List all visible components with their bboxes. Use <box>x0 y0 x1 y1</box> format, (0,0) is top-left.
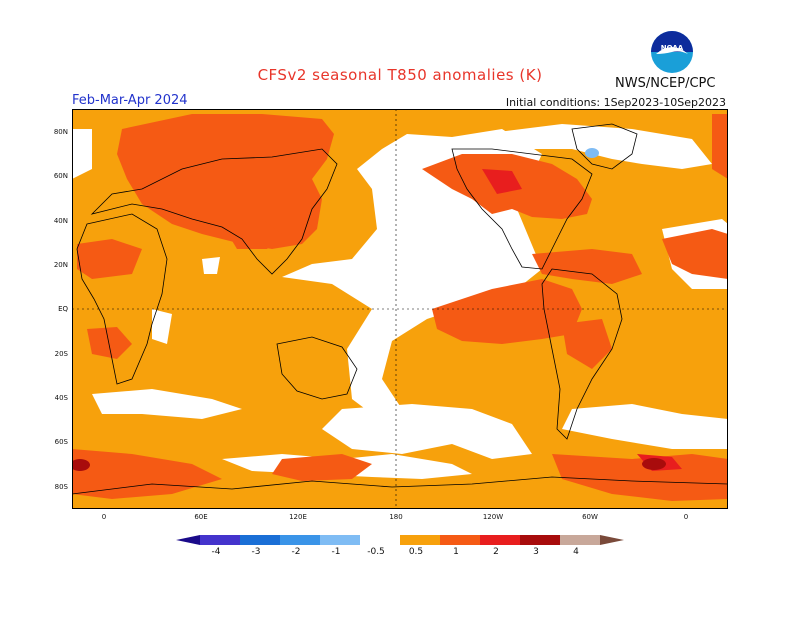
legend-tick: -1 <box>331 547 341 557</box>
legend-tick: -4 <box>211 547 221 557</box>
coast-south-america <box>541 268 623 440</box>
neutral-arctic-canada <box>482 124 712 169</box>
lat-label: 20N <box>53 261 68 269</box>
lat-label: 80N <box>53 128 68 136</box>
warm-extreme-west <box>70 459 90 471</box>
noaa-logo: NOAA <box>650 30 694 78</box>
lon-label: 120E <box>289 513 307 521</box>
legend-tick: 3 <box>533 547 539 557</box>
warm-strong-east-pacific <box>482 169 522 194</box>
coast-north-america <box>451 148 593 270</box>
grid-lines <box>72 109 728 509</box>
warm-southern-ocean-mid <box>272 454 372 481</box>
warm-3-4-regions <box>70 458 666 471</box>
warm-east-atlantic <box>662 229 728 279</box>
coast-australia <box>276 336 358 400</box>
legend-tick: 1 <box>453 547 459 557</box>
warm-north-atlantic <box>532 249 642 284</box>
legend-tick: -0.5 <box>367 547 385 557</box>
legend-swatch <box>440 535 480 545</box>
lon-label: 120W <box>482 513 504 521</box>
coast-africa <box>76 213 168 385</box>
legend-cap-left <box>176 535 200 545</box>
coastlines <box>71 123 729 495</box>
warm-siberia <box>117 114 334 249</box>
lon-label: 60W <box>582 513 598 521</box>
lon-label: 180 <box>389 513 403 521</box>
legend-swatch <box>480 535 520 545</box>
warm-africa-north <box>77 239 142 279</box>
warm-southern-ocean <box>552 454 728 501</box>
neutral-west-edge <box>72 129 92 179</box>
warm-australia <box>87 327 132 359</box>
legend-swatch <box>320 535 360 545</box>
warm-south-america <box>562 319 612 369</box>
cool-regions <box>585 148 599 158</box>
cool-greenland <box>585 148 599 158</box>
neutral-indian-ocean <box>152 309 172 344</box>
legend-cap-right <box>600 535 624 545</box>
coast-greenland <box>571 123 638 170</box>
legend-tick: -2 <box>291 547 301 557</box>
lon-label: 0 <box>683 513 689 521</box>
lon-label: 60E <box>194 513 208 521</box>
lat-label: 40N <box>53 217 68 225</box>
warm-southern-ocean-west <box>72 449 222 499</box>
season-label: Feb-Mar-Apr 2024 <box>72 93 188 108</box>
chart-title: CFSv2 seasonal T850 anomalies (K) <box>257 66 543 84</box>
legend-tick: 2 <box>493 547 499 557</box>
legend-swatch <box>360 535 400 545</box>
neutral-south-pacific <box>322 404 532 459</box>
map-frame <box>72 109 728 509</box>
neutral-south-atlantic <box>562 404 728 449</box>
legend-swatch <box>280 535 320 545</box>
warm-east-edge <box>712 114 728 179</box>
svg-text:NOAA: NOAA <box>661 44 684 52</box>
warm-tropical-pacific <box>432 279 582 344</box>
warm-1-2-regions <box>72 114 728 501</box>
lat-label: 60N <box>53 172 68 180</box>
legend-tick: 0.5 <box>408 547 424 557</box>
legend-swatch <box>400 535 440 545</box>
lat-label: 20S <box>54 350 68 358</box>
coast-europe-asia <box>90 148 338 275</box>
legend-tick: 4 <box>573 547 579 557</box>
color-legend <box>176 530 626 558</box>
lon-label: 0 <box>101 513 107 521</box>
warm-india <box>222 219 282 249</box>
lat-label: 40S <box>54 394 68 402</box>
legend-tick: -3 <box>251 547 261 557</box>
neutral-africa <box>202 257 220 274</box>
lat-label: 80S <box>54 483 68 491</box>
anomaly-map <box>70 109 729 509</box>
lat-label: 60S <box>54 438 68 446</box>
neutral-south-indian <box>92 389 242 419</box>
coast-antarctica <box>71 476 729 495</box>
lat-label: EQ <box>58 305 68 313</box>
legend-swatch <box>200 535 240 545</box>
warm-extreme-south <box>642 458 666 470</box>
legend-swatch <box>240 535 280 545</box>
initial-conditions: Initial conditions: 1Sep2023-10Sep2023 <box>505 96 726 109</box>
legend-swatch <box>560 535 600 545</box>
legend-swatch <box>520 535 560 545</box>
agency-label: NWS/NCEP/CPC <box>615 76 716 91</box>
